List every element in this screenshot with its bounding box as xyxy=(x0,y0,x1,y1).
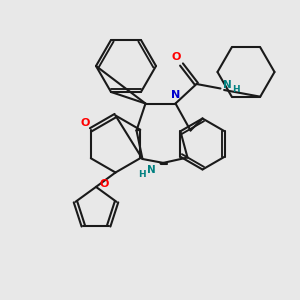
Text: H: H xyxy=(232,85,240,94)
Text: H: H xyxy=(138,170,146,179)
Text: N: N xyxy=(223,80,232,90)
Text: O: O xyxy=(171,52,181,62)
Text: N: N xyxy=(146,165,155,175)
Text: O: O xyxy=(80,118,90,128)
Text: N: N xyxy=(172,90,181,100)
Text: O: O xyxy=(100,179,109,189)
